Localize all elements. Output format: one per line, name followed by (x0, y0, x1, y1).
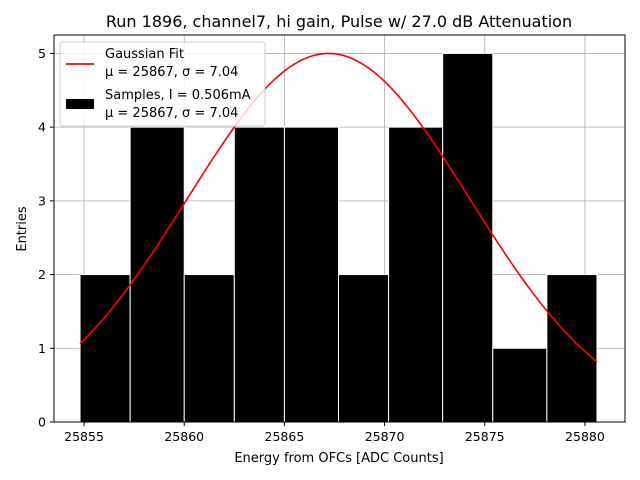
legend: Gaussian Fit μ = 25867, σ = 7.04 Samples… (59, 41, 266, 127)
gaussian-fit (79, 52, 598, 363)
y-tick-label: 2 (38, 267, 46, 282)
x-tick-label: 25865 (265, 429, 305, 444)
x-tick-label: 25870 (365, 429, 405, 444)
y-tick-label: 1 (38, 341, 46, 356)
x-tick-label: 25855 (64, 429, 104, 444)
histogram-bar (233, 126, 285, 423)
y-tick-label: 3 (38, 193, 46, 208)
histogram-bar (442, 52, 494, 423)
chart-title: Run 1896, channel7, hi gain, Pulse w/ 27… (106, 12, 572, 31)
histogram-bar (283, 126, 339, 423)
x-tick-label: 25860 (164, 429, 204, 444)
x-tick-label: 25880 (565, 429, 605, 444)
x-tick-label: 25875 (465, 429, 505, 444)
legend-samples-swatch (66, 99, 94, 109)
legend-fit-stats: μ = 25867, σ = 7.04 (105, 65, 238, 80)
axis-ticks: 25855 25860 25865 25870 25875 25880 0 1 2 3 4 5 (38, 46, 605, 444)
y-tick-label: 0 (38, 415, 46, 430)
y-tick-label: 4 (38, 120, 46, 135)
y-tick-label: 5 (38, 46, 46, 61)
legend-samples-label: Samples, I = 0.506mA (105, 88, 251, 103)
histogram-bar (546, 274, 598, 423)
plot-frame (53, 34, 626, 423)
x-axis-label: Energy from OFCs [ADC Counts] (234, 451, 443, 466)
histogram-bars (79, 52, 598, 423)
gaussian-fit-line (79, 52, 598, 363)
y-axis-label: Entries (15, 206, 30, 252)
histogram-bar (79, 274, 131, 423)
legend-samples-stats: μ = 25867, σ = 7.04 (105, 106, 238, 121)
legend-box (59, 41, 266, 127)
histogram-bar (337, 274, 390, 423)
legend-fit-label: Gaussian Fit (105, 47, 184, 62)
histogram-bar (492, 347, 548, 423)
histogram-bar (183, 274, 235, 423)
histogram-bar (388, 126, 444, 423)
